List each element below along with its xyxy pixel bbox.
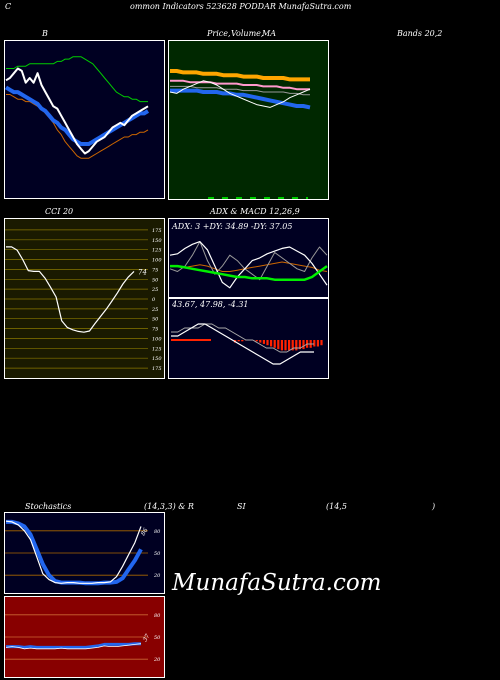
cci-tick-label: 150 (152, 238, 162, 244)
macd-annotation: 43.67, 47.98, -4.31 (171, 300, 249, 309)
stoch-last-value: 86 (140, 527, 150, 537)
rsi-signal-line (5, 643, 142, 650)
cci-panel: 175 150 125 100 75 50 25 0 25 50 75 100 125 150 175 74 (4, 218, 165, 379)
cci-tick-label: 25 (151, 307, 158, 313)
macd-histogram-bar (277, 340, 280, 350)
adx-plus-di-line (169, 241, 328, 289)
cci-tick-label: 75 (152, 327, 158, 333)
macd-histogram-bar (295, 340, 298, 351)
cci-label: CCI 20 (45, 207, 74, 216)
macd-histogram-bar (262, 340, 265, 344)
stoch-tick-label: 80 (154, 529, 161, 535)
macd-histogram-bar (255, 340, 258, 342)
ma-blue-line (170, 88, 311, 110)
cci-tick-label: 125 (152, 346, 162, 352)
macd-signal-line (171, 323, 314, 353)
rsi-tick-label: 20 (153, 657, 161, 663)
cci-tick-label: 125 (152, 248, 162, 254)
cci-bg (4, 218, 165, 379)
ma-orange-line (170, 69, 310, 82)
macd-histogram-left (171, 339, 211, 341)
cci-last-value: 74 (138, 268, 147, 276)
macd-histogram-bar (273, 340, 276, 348)
stoch-params-label: (14,3,3) & R (144, 502, 194, 511)
macd-bg (168, 298, 329, 379)
rsi-tick-label: 80 (154, 613, 161, 619)
header-title-left: C (5, 2, 12, 11)
rsi-last-value: 37 (142, 633, 152, 643)
macd-histogram-bar (298, 340, 301, 350)
cci-tick-label: 50 (152, 317, 159, 323)
price-line (169, 80, 311, 108)
adx-bg (168, 218, 329, 298)
macd-histogram-bar (302, 340, 305, 350)
stochastics-panel: 80 50 20 86 (4, 512, 165, 594)
cci-tick-label: 25 (151, 287, 158, 293)
price-ma-bg (168, 40, 329, 200)
price-label: Price, (207, 29, 231, 38)
macd-histogram-bar (313, 340, 316, 347)
macd-line (171, 323, 314, 365)
cci-tick-label: 100 (152, 337, 162, 343)
stochastics-label: Stochastics (25, 502, 72, 511)
header-title: ommon Indicators 523628 PODDAR MunafaSut… (130, 2, 352, 11)
cci-tick-label: 175 (152, 366, 162, 372)
macd-histogram-bar (280, 340, 283, 351)
macd-histogram-bar (320, 340, 323, 346)
bollinger-bg (4, 40, 165, 199)
cci-tick-label: 75 (152, 267, 158, 273)
watermark: MunafaSutra.com (172, 570, 382, 596)
macd-histogram-bar (266, 340, 269, 346)
bollinger-lower-band (6, 94, 149, 159)
macd-histogram-bar (270, 340, 273, 347)
adx-macd-label: ADX & MACD 12,26,9 (210, 207, 300, 216)
stoch-d-line (5, 520, 142, 584)
macd-histogram-bar (237, 340, 240, 342)
cci-tick-label: 50 (152, 277, 159, 283)
macd-histogram-bar (284, 340, 287, 351)
close-paren-label: ) (432, 502, 436, 511)
macd-histogram-bar (259, 340, 262, 343)
rsi-panel: 80 50 20 37 (4, 596, 165, 678)
bollinger-mid-band (4, 85, 150, 146)
stoch-tick-label: 20 (153, 573, 161, 579)
adx-annotation: ADX: 3 +DY: 34.89 -DY: 37.05 (171, 222, 292, 231)
bands-label: Bands 20,2 (397, 29, 443, 38)
macd-histogram-bar (288, 340, 291, 351)
cci-tick-label: 175 (152, 228, 162, 234)
ma-pink-line (170, 79, 310, 91)
bollinger-label: B (42, 29, 48, 38)
cci-tick-label: 150 (152, 356, 162, 362)
adx-panel: ADX: 3 +DY: 34.89 -DY: 37.05 (168, 218, 329, 298)
bollinger-price-line (5, 67, 149, 155)
cci-tick-label: 0 (152, 297, 156, 303)
bollinger-panel (4, 40, 165, 199)
macd-histogram-bar (316, 340, 319, 347)
rsi-tick-label: 50 (154, 635, 161, 641)
macd-panel: 43.67, 47.98, -4.31 (168, 298, 329, 379)
ma-gray-line (170, 85, 310, 96)
volume-label: Volume, (231, 29, 264, 38)
stoch-tick-label: 50 (154, 551, 161, 557)
si-label: SI (237, 502, 246, 511)
rsi-params-label: (14,5 (326, 502, 347, 511)
cci-tick-label: 100 (152, 258, 162, 264)
adx-minus-di-line (169, 241, 328, 281)
cci-line (6, 246, 135, 333)
ma-label: MA (262, 29, 276, 38)
price-ma-panel (168, 40, 329, 200)
bollinger-upper-band (6, 56, 148, 103)
adx-adx-line (170, 261, 328, 272)
adx-signal-line (170, 264, 328, 281)
macd-histogram-bar (291, 340, 294, 351)
rsi-line (6, 642, 141, 649)
macd-histogram-bar (241, 340, 244, 342)
